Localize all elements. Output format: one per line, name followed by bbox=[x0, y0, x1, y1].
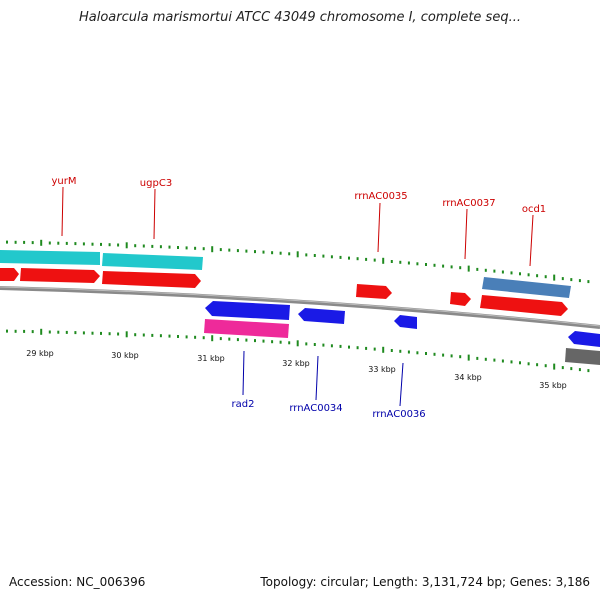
label-rrnac0034: rrnAC0034 bbox=[289, 403, 342, 414]
inner-tick-marks bbox=[6, 328, 590, 373]
scale-label-32kbp: 32 kbp bbox=[282, 359, 310, 368]
forward-gene-ocd1 bbox=[480, 295, 568, 316]
label-rrnac0037: rrnAC0037 bbox=[442, 198, 495, 209]
forward-gene-yurm bbox=[20, 268, 100, 283]
outer-tick-marks bbox=[6, 239, 590, 284]
reverse-genes bbox=[204, 301, 600, 365]
leader-rrnac0034 bbox=[315, 355, 319, 401]
label-rrnac0036: rrnAC0036 bbox=[372, 409, 425, 420]
label-yurm: yurM bbox=[52, 176, 77, 187]
leader-ugpc3 bbox=[153, 188, 156, 240]
leader-rrnac0037 bbox=[464, 208, 468, 260]
forward-gene-rrnac0035 bbox=[356, 284, 392, 299]
label-rad2: rad2 bbox=[232, 399, 255, 410]
reverse-gene-rrnac0036 bbox=[394, 315, 417, 329]
accession-text: Accession: NC_006396 bbox=[9, 575, 146, 589]
leader-yurm bbox=[61, 186, 64, 237]
rna-feature-left bbox=[0, 250, 100, 265]
rna-feature-ugpc3-region bbox=[102, 253, 203, 270]
map-title: Haloarcula marismortui ATCC 43049 chromo… bbox=[79, 10, 521, 25]
scale-label-34kbp: 34 kbp bbox=[454, 373, 482, 382]
leader-ocd1 bbox=[529, 214, 534, 267]
forward-gene-rrnac0037 bbox=[450, 292, 471, 306]
scale-label-31kbp: 31 kbp bbox=[197, 354, 225, 363]
gray-feature bbox=[565, 348, 600, 365]
summary-text: Topology: circular; Length: 3,131,724 bp… bbox=[260, 575, 590, 589]
pink-feature bbox=[204, 319, 289, 338]
label-ocd1: ocd1 bbox=[522, 204, 546, 215]
forward-gene-ugpc3 bbox=[102, 271, 201, 288]
outer-ring-features bbox=[0, 250, 571, 298]
reverse-gene-rad2 bbox=[205, 301, 290, 320]
leader-rrnac0036 bbox=[399, 362, 404, 407]
scale-label-29kbp: 29 kbp bbox=[26, 349, 54, 358]
backbone-highlight bbox=[0, 286, 600, 327]
gene-labels: yurM ugpC3 rrnAC0035 rrnAC0037 ocd1 rad2… bbox=[52, 176, 547, 420]
label-rrnac0035: rrnAC0035 bbox=[354, 191, 407, 202]
scale-label-35kbp: 35 kbp bbox=[539, 381, 567, 390]
forward-genes bbox=[0, 268, 568, 316]
scale-label-30kbp: 30 kbp bbox=[111, 351, 139, 360]
forward-gene-edge bbox=[0, 268, 19, 281]
scale-label-33kbp: 33 kbp bbox=[368, 365, 396, 374]
chromosome-backbone bbox=[0, 286, 600, 329]
leader-rad2 bbox=[242, 350, 245, 396]
scale-labels: 29 kbp 30 kbp 31 kbp 32 kbp 33 kbp 34 kb… bbox=[26, 349, 567, 390]
steel-feature-ocd1-region bbox=[482, 277, 571, 298]
leader-rrnac0035 bbox=[377, 202, 381, 253]
label-ugpc3: ugpC3 bbox=[140, 178, 172, 189]
label-leaders bbox=[61, 186, 534, 407]
reverse-gene-rrnac0034 bbox=[298, 308, 345, 324]
reverse-gene-edge bbox=[568, 331, 600, 347]
